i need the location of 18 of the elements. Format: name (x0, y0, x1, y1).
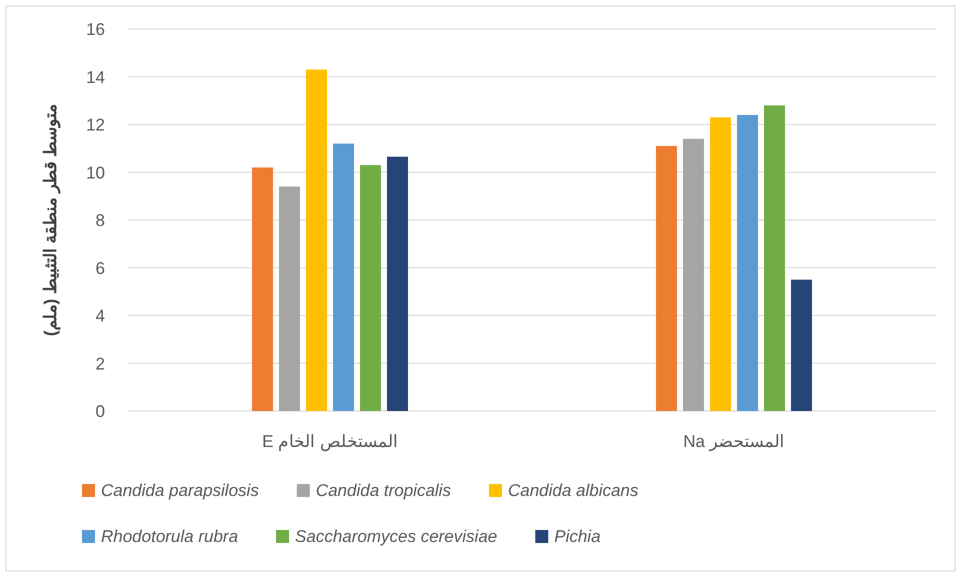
y-tick-label: 6 (96, 258, 105, 278)
y-tick-label: 10 (86, 163, 105, 182)
legend-label: Pichia (554, 527, 601, 546)
y-axis-title: متوسط قطر منطقة التثبيط (ملم) (41, 104, 61, 336)
legend-label: Candida tropicalis (316, 481, 452, 500)
y-tick-label: 0 (96, 402, 105, 421)
legend-label: Rhodotorula rubra (101, 527, 238, 546)
legend-label: Candida albicans (508, 481, 639, 500)
y-tick-label: 2 (96, 354, 105, 374)
y-tick-label: 16 (86, 20, 105, 39)
x-tick-label: المستخلص الخام E (262, 432, 398, 452)
x-tick-label: المستحضر Na (683, 432, 785, 452)
y-tick-label: 8 (96, 211, 105, 230)
legend-label: Candida parapsilosis (101, 481, 260, 500)
legend-label: Saccharomyces cerevisiae (295, 527, 498, 546)
y-tick-label: 14 (86, 68, 105, 87)
y-tick-label: 12 (86, 116, 105, 134)
y-tick-label: 4 (96, 306, 105, 326)
